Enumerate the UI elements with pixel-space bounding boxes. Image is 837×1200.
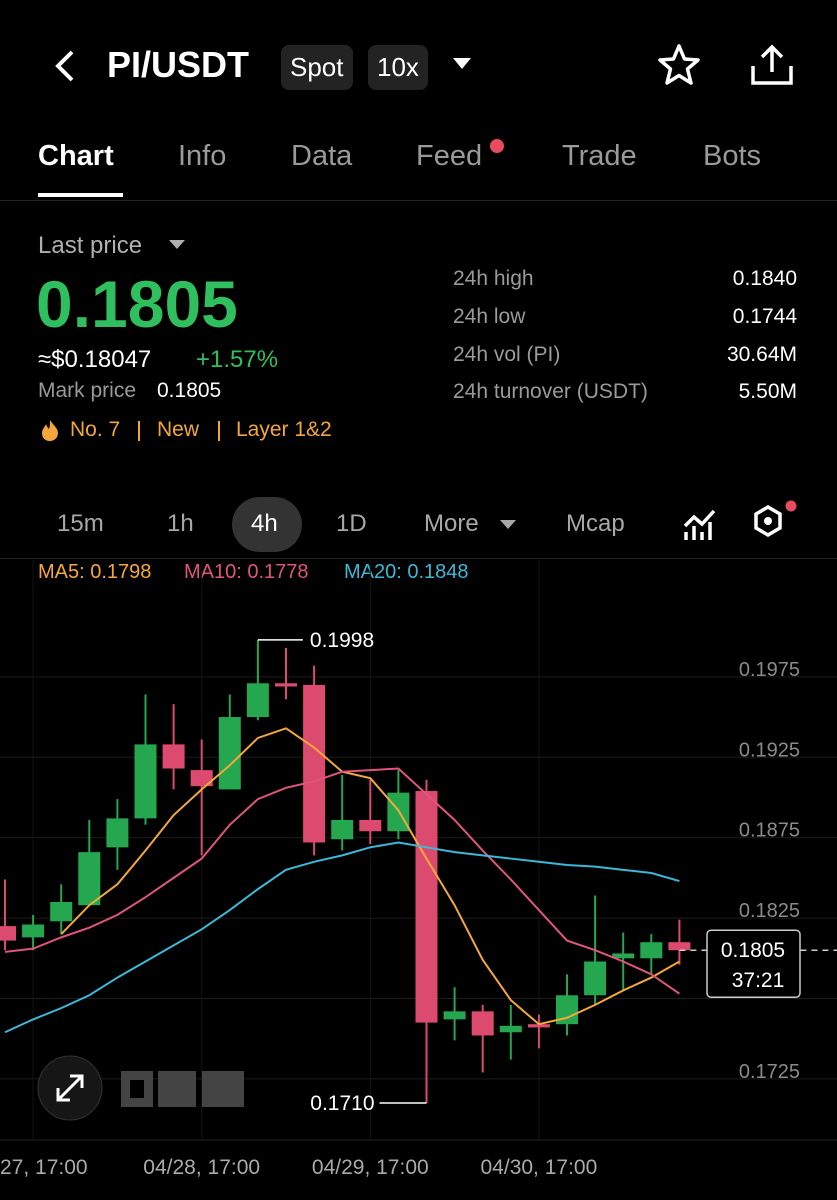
tag: New (157, 418, 200, 441)
indicator-icon[interactable] (682, 506, 718, 542)
y-tick-label: 0.1875 (739, 820, 800, 842)
candle-body (275, 683, 297, 687)
divider (0, 558, 837, 559)
ma-line (4, 767, 680, 995)
countdown: 37:21 (732, 969, 785, 992)
last-price: 0.1805 (36, 267, 238, 341)
badge[interactable]: 10x (368, 45, 428, 90)
tab[interactable]: Chart (38, 140, 114, 172)
stat-label: 24h turnover (USDT) (453, 380, 648, 403)
stat-value: 30.64M (726, 343, 797, 366)
candle-body (0, 926, 16, 941)
candle-body (527, 1024, 550, 1028)
ma-legend: MA20: 0.1848 (344, 561, 469, 583)
candle-body (499, 1025, 522, 1033)
stat-label: 24h high (453, 267, 534, 290)
candle-body (303, 684, 326, 843)
candle-body (78, 852, 101, 906)
badge: Spot (281, 45, 353, 90)
pair: PI/USDT (107, 44, 250, 85)
mark-label: Mark price (38, 379, 137, 402)
candle-body (668, 942, 691, 951)
y-tick-label: 0.1925 (739, 739, 800, 761)
candle-body (106, 818, 129, 848)
price-tag: 0.1805 (721, 939, 785, 962)
back-button[interactable] (50, 48, 80, 84)
x-tick-label: 27, 17:00 (0, 1156, 88, 1179)
timeframe[interactable]: 1h (167, 510, 194, 537)
stat-value: 5.50M (738, 380, 797, 403)
expand-button[interactable] (37, 1055, 103, 1121)
candle-body (556, 995, 578, 1025)
x-tick-label: 04/28, 17:00 (143, 1156, 260, 1179)
share[interactable] (748, 42, 796, 88)
stat-value: 0.1744 (732, 305, 797, 328)
candle-body (134, 744, 157, 819)
selected-pill (232, 497, 302, 552)
tag: No. 7 (70, 418, 121, 441)
timeframe[interactable]: More (424, 510, 479, 537)
candle-body (190, 770, 213, 787)
tab-underline (38, 193, 123, 197)
tab[interactable]: Bots (703, 140, 762, 172)
candle-body (162, 744, 185, 769)
settings-icon[interactable] (750, 500, 798, 544)
candle-body (612, 953, 635, 959)
mark-price: 0.1805 (157, 379, 222, 402)
change: +1.57% (196, 346, 279, 373)
candle-body (471, 1011, 494, 1036)
stat-label: 24h low (453, 305, 526, 328)
dropdown[interactable] (452, 57, 472, 71)
okx-watermark (121, 1071, 244, 1107)
dropdown[interactable] (168, 239, 186, 251)
candle-body (246, 683, 269, 718)
ma-legend: MA10: 0.1778 (184, 561, 309, 583)
tab[interactable]: Data (291, 140, 353, 172)
y-tick-label: 0.1975 (739, 659, 800, 681)
separator (218, 421, 220, 441)
favorite[interactable] (655, 42, 703, 88)
ma-line (60, 727, 680, 1026)
candle-body (359, 819, 382, 832)
separator (138, 421, 140, 441)
ma-line (4, 841, 680, 1034)
usd-price: ≈$0.18047 (38, 346, 152, 373)
divider (0, 200, 837, 201)
timeframe[interactable]: Mcap (566, 510, 625, 537)
x-tick-label: 04/30, 17:00 (481, 1156, 598, 1179)
timeframe[interactable]: 1D (336, 510, 367, 537)
candle-body (50, 901, 73, 922)
y-tick-label: 0.1725 (739, 1061, 800, 1083)
candle-body (22, 924, 45, 938)
x-tick-label: 04/29, 17:00 (312, 1156, 429, 1179)
candle-body (415, 791, 438, 1023)
tab[interactable]: Info (178, 140, 227, 172)
dropdown[interactable] (499, 519, 517, 531)
stat-label: 24h vol (PI) (453, 343, 561, 366)
notification-dot (490, 139, 504, 153)
price-tag-box (706, 929, 801, 998)
candle-body (640, 942, 663, 959)
candle-body (584, 961, 607, 996)
tag: Layer 1&2 (236, 418, 332, 441)
stat-value: 0.1840 (732, 267, 797, 290)
candle-body (218, 717, 241, 790)
ma-legend: MA5: 0.1798 (38, 561, 152, 583)
candle-body (443, 1011, 466, 1020)
timeframe[interactable]: 4h (251, 510, 278, 537)
annotation: 0.1998 (310, 629, 374, 652)
timeframe[interactable]: 15m (57, 510, 104, 537)
y-tick-label: 0.1825 (739, 900, 800, 922)
annotation: 0.1710 (310, 1092, 374, 1115)
tab[interactable]: Feed (416, 140, 483, 172)
candle-body (331, 819, 354, 840)
tab[interactable]: Trade (562, 140, 637, 172)
flame-icon (42, 420, 58, 441)
last-price-label[interactable]: Last price (38, 232, 143, 259)
